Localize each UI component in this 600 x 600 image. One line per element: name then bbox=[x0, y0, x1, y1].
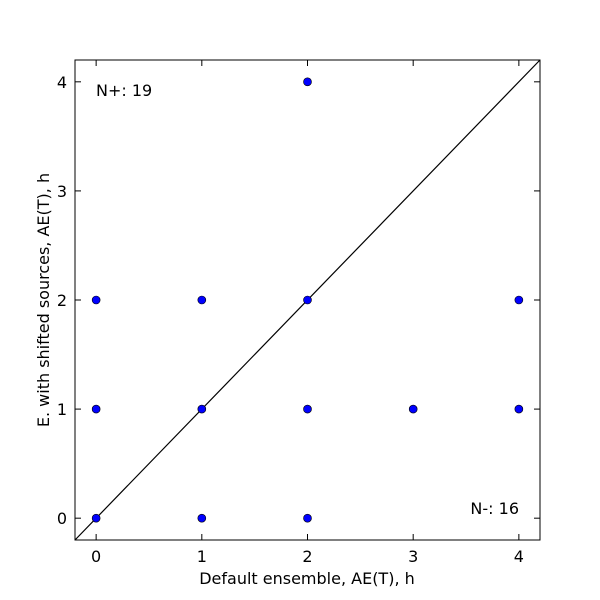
data-point bbox=[514, 404, 524, 414]
annotation-n-minus: N-: 16 bbox=[470, 499, 519, 518]
x-tick-label: 0 bbox=[91, 547, 101, 566]
ticks-layer bbox=[75, 60, 540, 540]
data-point bbox=[303, 513, 312, 523]
y-tick-label: 4 bbox=[57, 73, 67, 92]
x-tick-label: 1 bbox=[197, 547, 207, 566]
y-tick-label: 0 bbox=[57, 509, 67, 528]
data-point bbox=[197, 513, 207, 523]
data-point bbox=[408, 404, 418, 414]
data-point bbox=[303, 295, 312, 305]
x-tick-label: 4 bbox=[514, 547, 524, 566]
data-point bbox=[197, 404, 207, 414]
x-tick-label: 2 bbox=[302, 547, 312, 566]
y-tick-label: 3 bbox=[57, 182, 67, 201]
y-tick-label: 1 bbox=[57, 400, 67, 419]
data-point bbox=[91, 295, 101, 305]
data-point bbox=[303, 404, 312, 414]
y-tick-label: 2 bbox=[57, 291, 67, 310]
annotation-n-plus: N+: 19 bbox=[96, 81, 152, 100]
data-point bbox=[514, 295, 524, 305]
data-point bbox=[91, 404, 101, 414]
data-point bbox=[91, 513, 101, 523]
points-layer bbox=[91, 77, 524, 523]
tick-labels-layer: 0 1 2 3 4 0 1 2 3 4 bbox=[57, 73, 524, 566]
data-point bbox=[197, 295, 207, 305]
x-axis-label: Default ensemble, AE(T), h bbox=[199, 569, 415, 588]
x-tick-label: 3 bbox=[408, 547, 418, 566]
data-point bbox=[303, 77, 312, 87]
y-axis-label: E. with shifted sources, AE(T), h bbox=[34, 173, 53, 427]
